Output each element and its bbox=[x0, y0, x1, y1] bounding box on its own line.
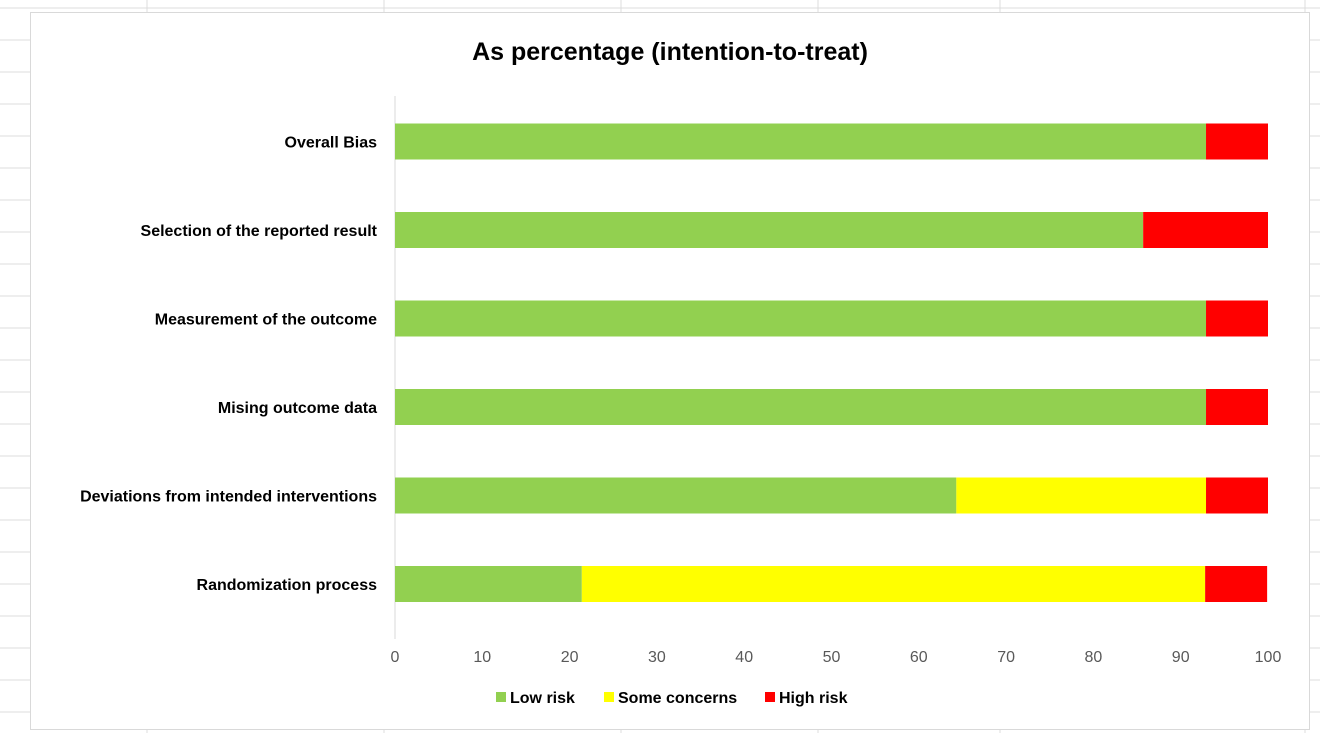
x-tick-label: 0 bbox=[391, 649, 400, 666]
category-label: Randomization process bbox=[197, 577, 378, 594]
bar-segment bbox=[1143, 212, 1268, 248]
x-tick-label: 10 bbox=[473, 649, 491, 666]
x-tick-label: 90 bbox=[1172, 649, 1190, 666]
x-tick-label: 50 bbox=[823, 649, 841, 666]
x-tick-label: 20 bbox=[561, 649, 579, 666]
chart-title: As percentage (intention-to-treat) bbox=[472, 38, 868, 66]
legend-swatch bbox=[765, 692, 775, 702]
x-tick-label: 40 bbox=[735, 649, 753, 666]
bar-segment bbox=[395, 300, 1207, 337]
x-tick-label: 60 bbox=[910, 649, 928, 666]
x-tick-label: 70 bbox=[997, 649, 1015, 666]
bar-segment bbox=[395, 389, 1207, 425]
legend-swatch bbox=[604, 692, 614, 702]
x-tick-label: 80 bbox=[1085, 649, 1103, 666]
legend-label: Low risk bbox=[510, 690, 575, 707]
bar-segment bbox=[1206, 123, 1268, 160]
legend-swatch bbox=[496, 692, 506, 702]
bar-segment bbox=[395, 477, 957, 514]
plot-area: Overall Bias Selection of the reported re… bbox=[80, 96, 1281, 666]
category-label: Selection of the reported result bbox=[141, 223, 378, 240]
category-label: Overall Bias bbox=[285, 135, 378, 152]
bar-segment bbox=[395, 212, 1144, 248]
x-tick-label: 30 bbox=[648, 649, 666, 666]
category-label: Measurement of the outcome bbox=[155, 312, 377, 329]
bar-segment bbox=[1206, 477, 1268, 514]
bar-segment bbox=[395, 123, 1207, 160]
bar-segment bbox=[1205, 566, 1268, 602]
category-label: Mising outcome data bbox=[218, 400, 377, 417]
bar-segment bbox=[1206, 389, 1268, 425]
bar-segment bbox=[956, 477, 1207, 514]
bar-segment bbox=[581, 566, 1206, 602]
legend: Low risk Some concerns High risk bbox=[496, 690, 848, 707]
x-tick-label: 100 bbox=[1255, 649, 1282, 666]
bar-chart: As percentage (intention-to-treat) Overa… bbox=[80, 38, 1281, 707]
bar-segment bbox=[1206, 300, 1268, 337]
chart-area[interactable]: As percentage (intention-to-treat) Overa… bbox=[30, 12, 1310, 730]
bar-segment bbox=[395, 566, 582, 602]
category-label: Deviations from intended interventions bbox=[80, 489, 377, 506]
legend-label: High risk bbox=[779, 690, 848, 707]
legend-label: Some concerns bbox=[618, 690, 737, 707]
